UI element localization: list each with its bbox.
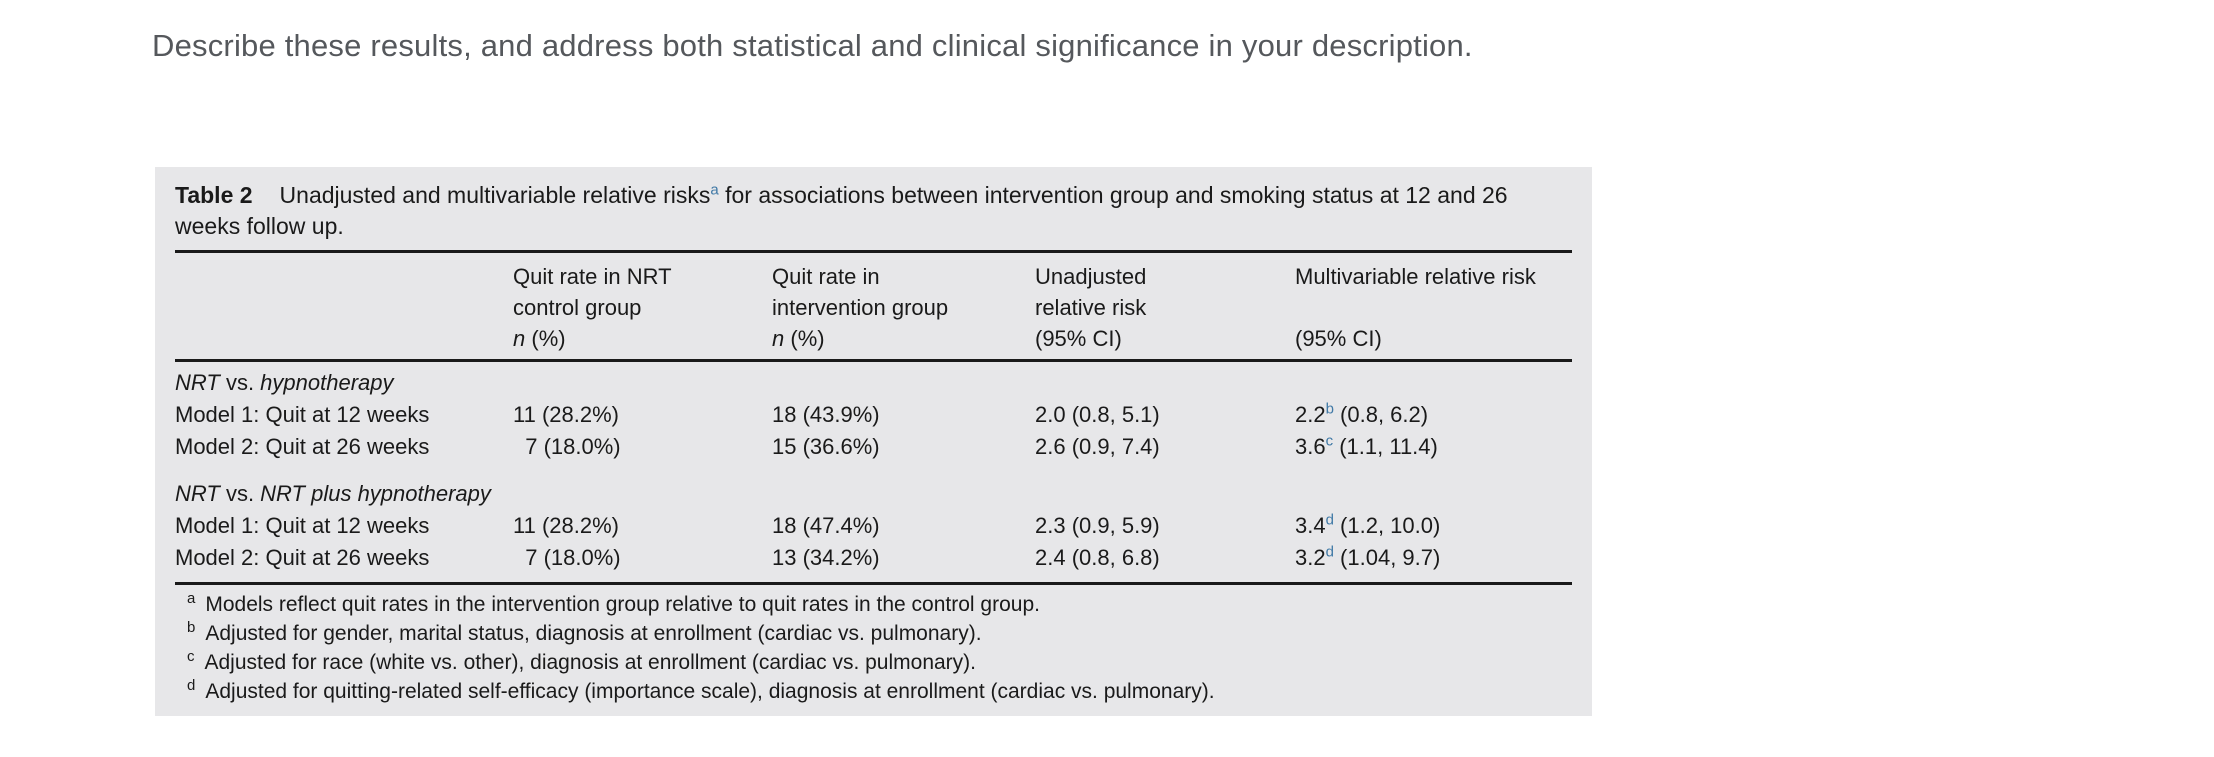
control-quit-rate-cell: 11 (28.2%) bbox=[513, 513, 619, 538]
rr-value: 3.4 bbox=[1295, 513, 1326, 538]
footnote-marker-a: a bbox=[710, 181, 719, 199]
footnote-text: Adjusted for race (white vs. other), dia… bbox=[204, 651, 977, 674]
col-header-intervention: Quit rate in intervention group n (%) bbox=[772, 253, 1035, 362]
col-header-rowlabel bbox=[175, 253, 513, 362]
multivariable-rr-cell: 2.2b (0.8, 6.2) bbox=[1295, 399, 1572, 431]
footnote-marker-b: b bbox=[1325, 400, 1334, 418]
multivariable-rr-cell: 3.2d (1.04, 9.7) bbox=[1295, 542, 1572, 582]
rr-ci: (0.8, 6.2) bbox=[1333, 402, 1429, 427]
control-quit-rate-cell: 11 (28.2%) bbox=[513, 402, 619, 427]
intervention-quit-rate-cell: 18 (43.9%) bbox=[772, 402, 880, 427]
section-title-part: NRT bbox=[175, 370, 220, 395]
question-prompt: Describe these results, and address both… bbox=[152, 28, 1473, 63]
section-title-part: vs. bbox=[219, 481, 261, 506]
footnote-marker-d: d bbox=[1325, 543, 1334, 561]
header-line: control group bbox=[513, 295, 642, 320]
row-label: Model 2: Quit at 26 weeks bbox=[175, 545, 430, 570]
section-title: NRT vs. NRT plus hypnotherapy bbox=[175, 463, 1572, 510]
table-row-s2-model2: Model 2: Quit at 26 weeks 7 (18.0%) 13 (… bbox=[175, 542, 1572, 582]
col-header-control: Quit rate in NRT control group n (%) bbox=[513, 253, 772, 362]
footnote-letter: c bbox=[187, 648, 195, 665]
footnote-c: c Adjusted for race (white vs. other), di… bbox=[187, 648, 1572, 677]
control-quit-rate-cell: 7 (18.0%) bbox=[513, 434, 621, 459]
section-title-row-nrt-vs-nrt-plus-hypnotherapy: NRT vs. NRT plus hypnotherapy bbox=[175, 463, 1572, 510]
table-caption: Table 2 Unadjusted and multivariable rela… bbox=[175, 180, 1572, 242]
header-line bbox=[175, 323, 513, 354]
footnote-text: Models reflect quit rates in the interve… bbox=[205, 593, 1040, 616]
unadjusted-rr-cell: 2.6 (0.9, 7.4) bbox=[1035, 434, 1160, 459]
footnote-letter: b bbox=[187, 619, 196, 636]
table-caption-label: Table 2 bbox=[175, 182, 253, 208]
footnote-letter: a bbox=[187, 590, 196, 607]
section-title-part: NRT bbox=[175, 481, 220, 506]
header-line: (95% CI) bbox=[1035, 326, 1122, 351]
section-title-part: vs. bbox=[219, 370, 261, 395]
section-title: NRT vs. hypnotherapy bbox=[175, 361, 1572, 400]
row-label: Model 1: Quit at 12 weeks bbox=[175, 513, 430, 538]
footnote-d: d Adjusted for quitting-related self-effi… bbox=[187, 677, 1572, 706]
footnote-rule bbox=[175, 582, 1572, 585]
header-line: (95% CI) bbox=[1295, 326, 1382, 351]
rr-ci: (1.1, 11.4) bbox=[1333, 434, 1438, 459]
multivariable-rr-cell: 3.6c (1.1, 11.4) bbox=[1295, 431, 1572, 463]
header-line: relative risk bbox=[1035, 295, 1147, 320]
table-row-s1-model1: Model 1: Quit at 12 weeks 11 (28.2%) 18 … bbox=[175, 399, 1572, 431]
header-line: intervention group bbox=[772, 295, 949, 320]
table-caption-text: Unadjusted and multivariable relative ri… bbox=[175, 182, 1508, 239]
pct-unit: (%) bbox=[525, 326, 566, 351]
footnote-text: Adjusted for gender, marital status, dia… bbox=[205, 622, 982, 645]
table-row-s2-model1: Model 1: Quit at 12 weeks 11 (28.2%) 18 … bbox=[175, 510, 1572, 542]
footnote-marker-c: c bbox=[1325, 432, 1334, 450]
header-line bbox=[1295, 292, 1572, 323]
n-symbol: n bbox=[772, 326, 785, 351]
caption-text-after-marker: for associations between intervention gr… bbox=[175, 182, 1508, 239]
results-table: Quit rate in NRT control group n (%) Qui… bbox=[175, 253, 1572, 582]
footnote-marker-d: d bbox=[1325, 511, 1334, 529]
unadjusted-rr-cell: 2.4 (0.8, 6.8) bbox=[1035, 545, 1160, 570]
unadjusted-rr-cell: 2.3 (0.9, 5.9) bbox=[1035, 513, 1160, 538]
section-title-row-nrt-vs-hypnotherapy: NRT vs. hypnotherapy bbox=[175, 361, 1572, 400]
header-row: Quit rate in NRT control group n (%) Qui… bbox=[175, 253, 1572, 362]
intervention-quit-rate-cell: 18 (47.4%) bbox=[772, 513, 880, 538]
table-row-s1-model2: Model 2: Quit at 26 weeks 7 (18.0%) 15 (… bbox=[175, 431, 1572, 463]
footnote-letter: d bbox=[187, 677, 196, 694]
footnote-text: Adjusted for quitting-related self-effic… bbox=[205, 680, 1215, 703]
multivariable-rr-cell: 3.4d (1.2, 10.0) bbox=[1295, 510, 1572, 542]
row-label: Model 1: Quit at 12 weeks bbox=[175, 402, 430, 427]
header-line: Quit rate in NRT bbox=[513, 264, 672, 289]
rr-value: 2.2 bbox=[1295, 402, 1326, 427]
section-title-part: NRT plus hypnotherapy bbox=[260, 481, 491, 506]
row-label: Model 2: Quit at 26 weeks bbox=[175, 434, 430, 459]
col-header-multivariable-rr: Multivariable relative risk (95% CI) bbox=[1295, 253, 1572, 362]
header-line: Quit rate in bbox=[772, 264, 880, 289]
rr-value: 3.6 bbox=[1295, 434, 1326, 459]
caption-text-before-marker: Unadjusted and multivariable relative ri… bbox=[279, 182, 711, 208]
table-panel: Table 2 Unadjusted and multivariable rela… bbox=[155, 167, 1592, 716]
header-line: n (%) bbox=[772, 323, 1035, 354]
control-quit-rate-cell: 7 (18.0%) bbox=[513, 545, 621, 570]
header-line: Unadjusted bbox=[1035, 264, 1147, 289]
header-line: n (%) bbox=[513, 323, 772, 354]
caption-rule bbox=[175, 250, 1572, 253]
rr-ci: (1.2, 10.0) bbox=[1333, 513, 1441, 538]
footnote-a: a Models reflect quit rates in the interv… bbox=[187, 590, 1572, 619]
rr-ci: (1.04, 9.7) bbox=[1333, 545, 1441, 570]
unadjusted-rr-cell: 2.0 (0.8, 5.1) bbox=[1035, 402, 1160, 427]
rr-value: 3.2 bbox=[1295, 545, 1326, 570]
section-title-part: hypnotherapy bbox=[260, 370, 394, 395]
intervention-quit-rate-cell: 15 (36.6%) bbox=[772, 434, 880, 459]
intervention-quit-rate-cell: 13 (34.2%) bbox=[772, 545, 880, 570]
header-line bbox=[175, 292, 513, 323]
header-line bbox=[175, 261, 513, 292]
footnotes: a Models reflect quit rates in the interv… bbox=[175, 585, 1572, 706]
footnote-b: b Adjusted for gender, marital status, di… bbox=[187, 619, 1572, 648]
header-line: Multivariable relative risk bbox=[1295, 264, 1536, 289]
n-symbol: n bbox=[513, 326, 526, 351]
pct-unit: (%) bbox=[784, 326, 825, 351]
col-header-unadjusted-rr: Unadjusted relative risk (95% CI) bbox=[1035, 253, 1295, 362]
